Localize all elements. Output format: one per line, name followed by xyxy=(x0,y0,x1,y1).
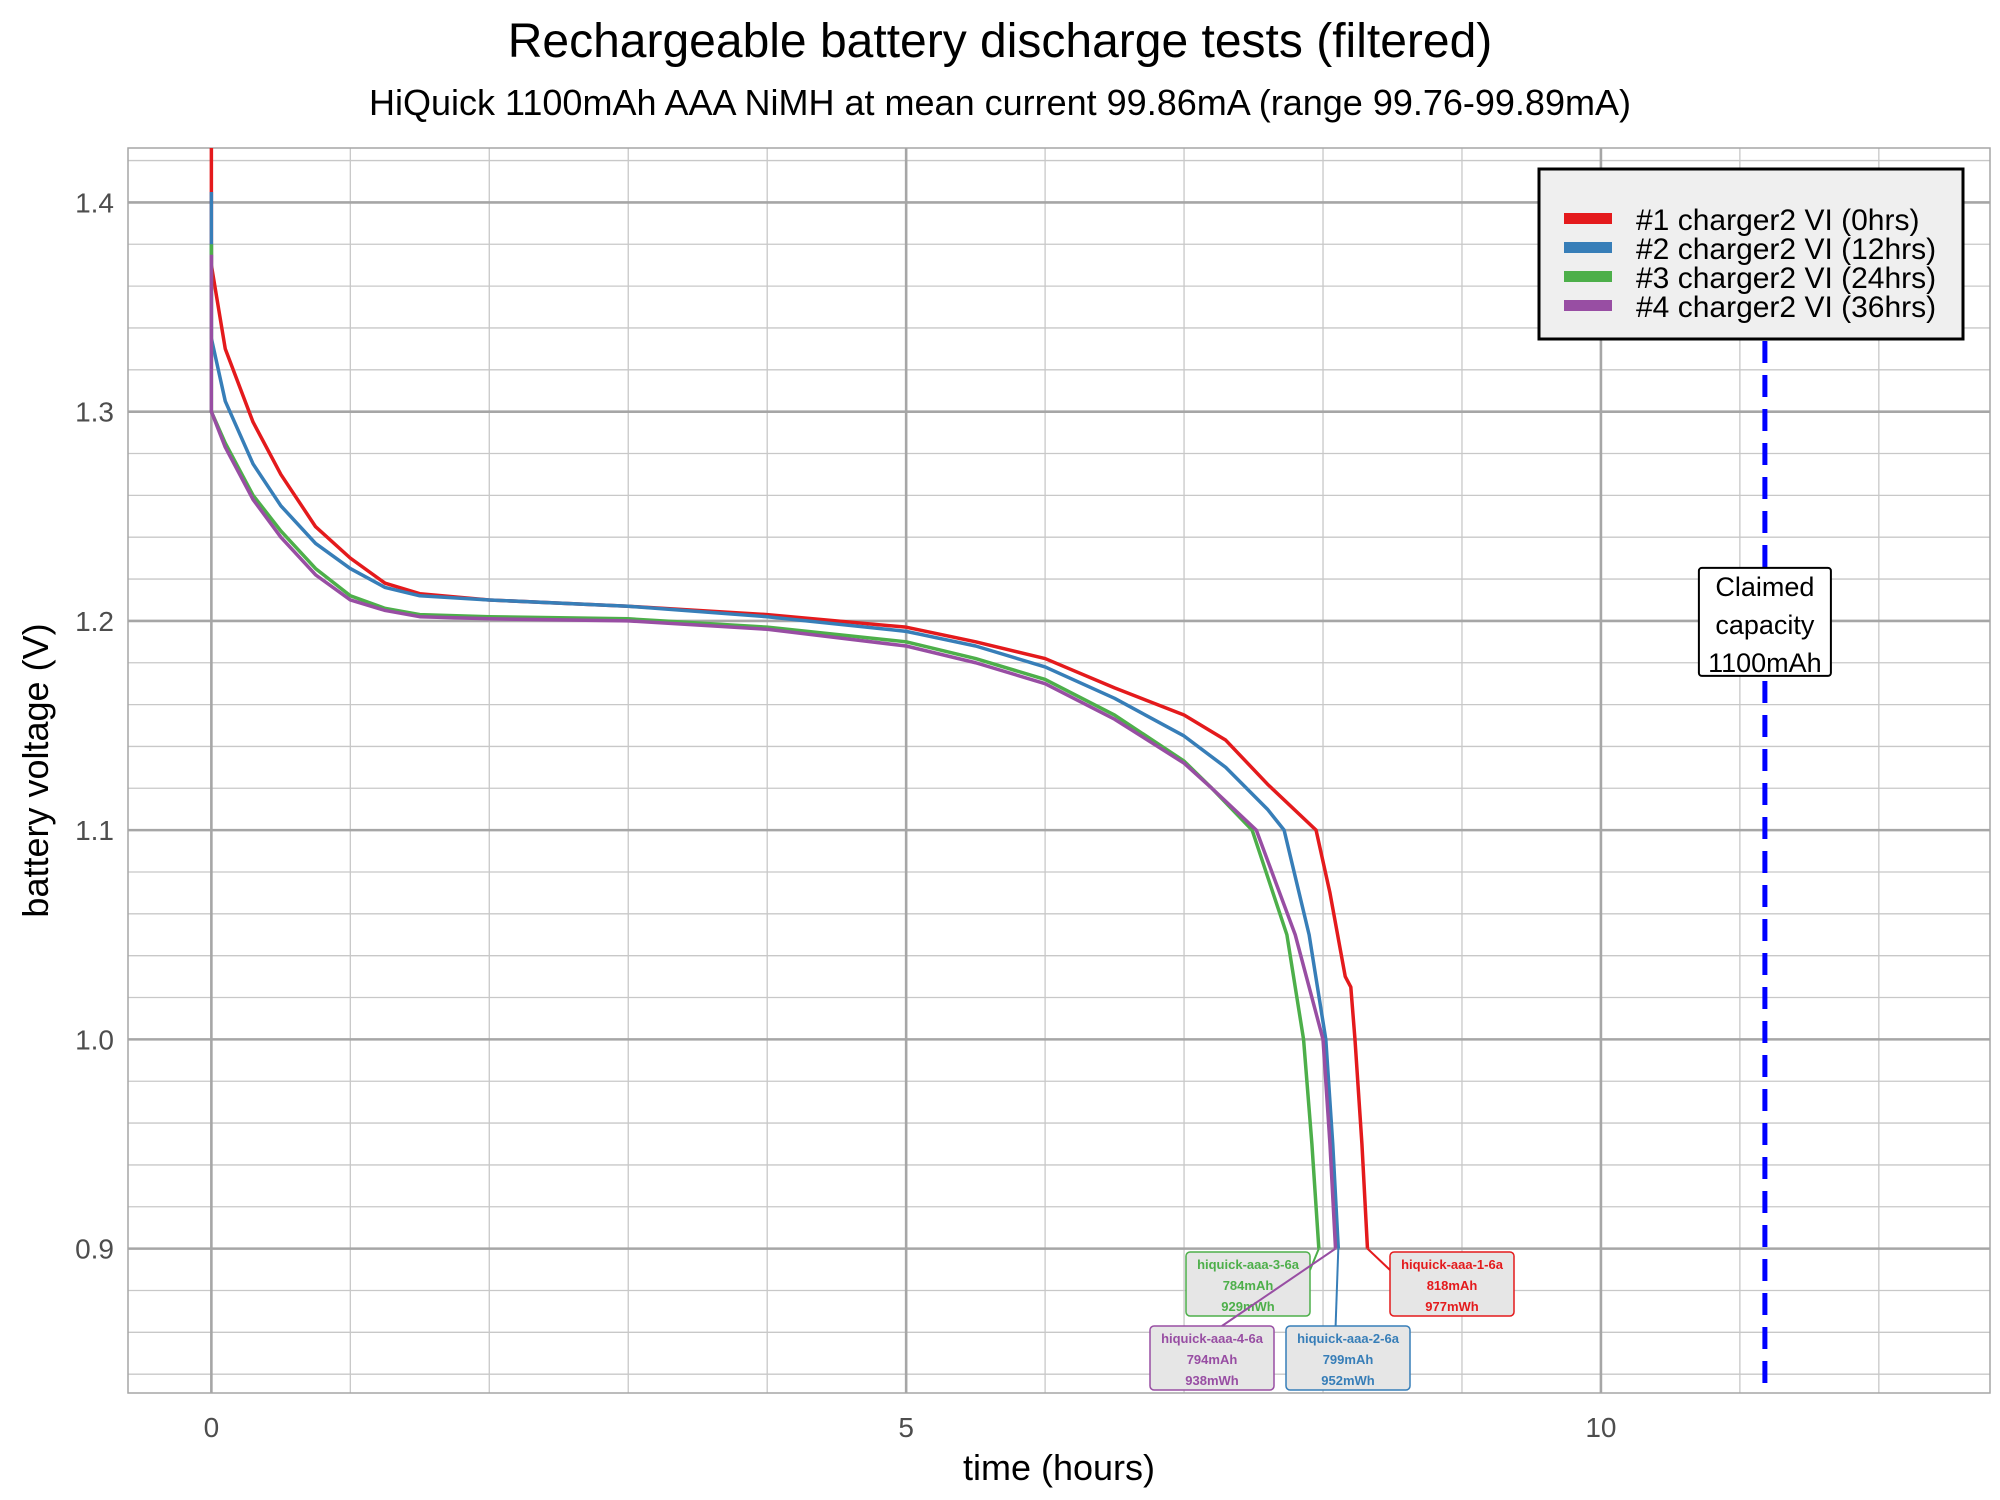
annotation-box xyxy=(1285,1325,1411,1391)
annotation-label: 977mWh xyxy=(1425,1299,1479,1314)
x-tick-label: 5 xyxy=(898,1412,914,1443)
annotation-leader xyxy=(1221,1247,1337,1327)
annotation-label: 794mAh xyxy=(1187,1352,1238,1367)
legend-swatch xyxy=(1564,242,1612,253)
annotation-label: hiquick-aaa-4-6a xyxy=(1161,1331,1264,1346)
annotation-box xyxy=(1185,1251,1311,1317)
annotation-label: 799mAh xyxy=(1323,1352,1374,1367)
legend-swatch xyxy=(1564,271,1612,282)
annotation-leader xyxy=(1334,1248,1340,1327)
series-line-4 xyxy=(209,254,1338,1249)
y-tick-label: 1.2 xyxy=(75,606,114,637)
x-tick-label: 10 xyxy=(1585,1412,1616,1443)
annotation-box xyxy=(1389,1251,1515,1317)
series-line-3 xyxy=(209,244,1321,1249)
y-tick-label: 1.0 xyxy=(75,1024,114,1055)
annotation-leader xyxy=(1309,1248,1320,1271)
plot-panel xyxy=(128,148,1990,1393)
y-tick-label: 1.3 xyxy=(75,397,114,428)
annotation-leader xyxy=(1366,1247,1391,1271)
annotation-label: 818mAh xyxy=(1427,1278,1478,1293)
series-line-2 xyxy=(209,191,1341,1249)
legend: #1 charger2 VI (0hrs)#2 charger2 VI (12h… xyxy=(1537,167,1965,341)
claimed-capacity-label: Claimed xyxy=(1715,572,1814,602)
annotation-label: 929mWh xyxy=(1221,1299,1275,1314)
x-tick-label: 0 xyxy=(204,1412,220,1443)
claimed-capacity-label-box xyxy=(1697,566,1832,677)
claimed-capacity-label: capacity xyxy=(1715,610,1815,640)
chart-subtitle: HiQuick 1100mAh AAA NiMH at mean current… xyxy=(369,82,1631,123)
plot-border xyxy=(127,147,1991,1394)
annotation-label: hiquick-aaa-3-6a xyxy=(1197,1257,1300,1272)
series-line-1 xyxy=(209,148,1370,1249)
claimed-capacity-label: 1100mAh xyxy=(1708,648,1822,678)
y-tick-label: 1.1 xyxy=(75,815,114,846)
annotation-box xyxy=(1149,1325,1275,1391)
x-axis-label: time (hours) xyxy=(963,1447,1155,1488)
legend-swatch xyxy=(1564,300,1612,311)
annotation-label: hiquick-aaa-1-6a xyxy=(1401,1257,1504,1272)
chart-title: Rechargeable battery discharge tests (fi… xyxy=(507,15,1493,68)
legend-entry: #3 charger2 VI (24hrs) xyxy=(1636,262,1936,295)
legend-entry: #2 charger2 VI (12hrs) xyxy=(1636,233,1936,266)
y-axis-label: battery voltage (V) xyxy=(15,623,56,917)
y-tick-label: 0.9 xyxy=(75,1234,114,1265)
legend-swatch xyxy=(1564,213,1612,224)
annotation-label: 952mWh xyxy=(1321,1373,1375,1388)
legend-entry: #4 charger2 VI (36hrs) xyxy=(1636,291,1936,324)
annotation-label: hiquick-aaa-2-6a xyxy=(1297,1331,1400,1346)
legend-entry: #1 charger2 VI (0hrs) xyxy=(1636,204,1919,237)
annotation-label: 938mWh xyxy=(1185,1373,1239,1388)
y-tick-label: 1.4 xyxy=(75,187,114,218)
annotation-label: 784mAh xyxy=(1223,1278,1274,1293)
